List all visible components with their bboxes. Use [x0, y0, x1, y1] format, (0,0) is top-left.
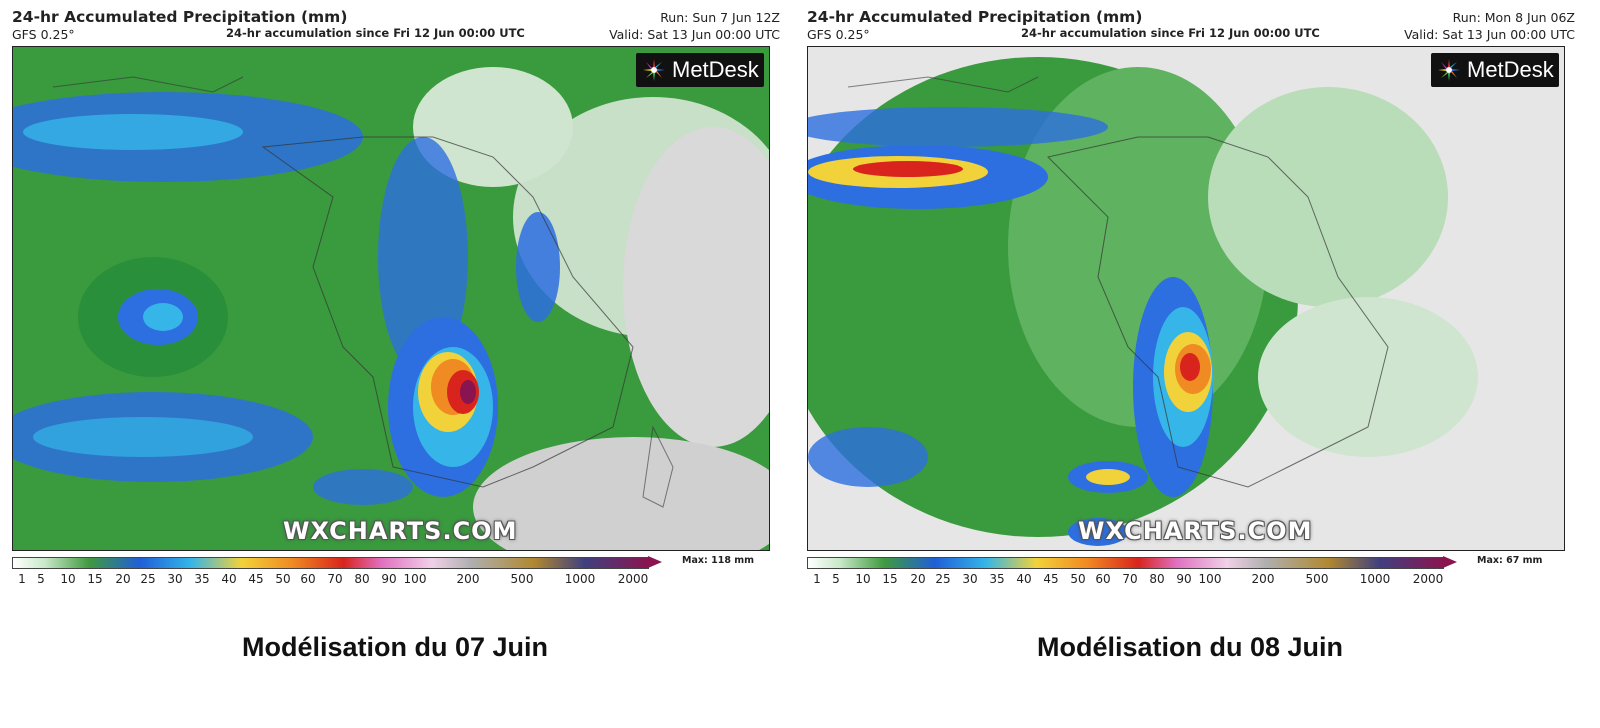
colorbar-tick-label: 1000	[564, 572, 596, 586]
colorbar-tick-label: 20	[910, 572, 926, 586]
accumulation-label: 24-hr accumulation since Fri 12 Jun 00:0…	[1021, 26, 1320, 40]
valid-label: Valid: Sat 13 Jun 00:00 UTC	[1404, 27, 1575, 42]
colorbar-tick-label: 45	[248, 572, 264, 586]
colorbar-tick-label: 40	[1016, 572, 1032, 586]
model-label: GFS 0.25°	[12, 27, 75, 42]
colorbar-tick-label: 100	[1198, 572, 1222, 586]
colorbar-tick-label: 5	[37, 572, 45, 586]
colorbar-tick-label: 100	[403, 572, 427, 586]
colorbar-tick-label: 10	[855, 572, 871, 586]
watermark: WXCHARTS.COM	[283, 517, 518, 545]
precipitation-field	[13, 47, 769, 550]
run-label: Run: Sun 7 Jun 12Z	[660, 10, 780, 25]
chart-title: 24-hr Accumulated Precipitation (mm)	[807, 8, 1143, 26]
colorbar-tick-label: 500	[510, 572, 534, 586]
caption: Modélisation du 08 Juin	[1036, 632, 1344, 662]
metdesk-logo-icon	[643, 59, 665, 81]
colorbar-tick-label: 15	[882, 572, 898, 586]
colorbar-tick-label: 25	[935, 572, 951, 586]
colorbar-tick-label: 30	[962, 572, 978, 586]
colorbar-tick-label: 2000	[617, 572, 649, 586]
watermark: WXCHARTS.COM	[1078, 517, 1313, 545]
colorbar-tick-label: 30	[167, 572, 183, 586]
caption: Modélisation du 07 Juin	[241, 632, 549, 662]
colorbar-tick-label: 50	[275, 572, 291, 586]
colorbar-arrow	[1443, 556, 1457, 568]
colorbar-tick-label: 60	[1095, 572, 1111, 586]
colorbar-tick-label: 25	[140, 572, 156, 586]
colorbar	[12, 557, 649, 569]
valid-label: Valid: Sat 13 Jun 00:00 UTC	[609, 27, 780, 42]
precipitation-map[interactable]: MetDesk WXCHARTS.COM	[807, 46, 1565, 551]
colorbar-tick-label: 80	[1149, 572, 1165, 586]
colorbar	[807, 557, 1444, 569]
metdesk-logo: MetDesk	[636, 53, 764, 87]
colorbar-tick-label: 1	[813, 572, 821, 586]
colorbar-tick-label: 90	[381, 572, 397, 586]
colorbar-tick-label: 35	[989, 572, 1005, 586]
colorbar-tick-label: 1	[18, 572, 26, 586]
colorbar-tick-label: 200	[456, 572, 480, 586]
colorbar-tick-label: 70	[1122, 572, 1138, 586]
colorbar-tick-label: 5	[832, 572, 840, 586]
precipitation-field	[808, 47, 1564, 550]
metdesk-logo-icon	[1438, 59, 1460, 81]
colorbar-tick-label: 10	[60, 572, 76, 586]
colorbar-tick-label: 35	[194, 572, 210, 586]
colorbar-tick-label: 15	[87, 572, 103, 586]
max-label: Max: 67 mm	[1477, 555, 1543, 566]
metdesk-logo: MetDesk	[1431, 53, 1559, 87]
colorbar-tick-label: 500	[1305, 572, 1329, 586]
colorbar-tick-label: 90	[1176, 572, 1192, 586]
accumulation-label: 24-hr accumulation since Fri 12 Jun 00:0…	[226, 26, 525, 40]
run-label: Run: Mon 8 Jun 06Z	[1452, 10, 1575, 25]
model-label: GFS 0.25°	[807, 27, 870, 42]
colorbar-tick-label: 60	[300, 572, 316, 586]
precipitation-map[interactable]: MetDesk WXCHARTS.COM	[12, 46, 770, 551]
panel-07-jun: 24-hr Accumulated Precipitation (mm) GFS…	[0, 0, 790, 728]
colorbar-tick-label: 1000	[1359, 572, 1391, 586]
colorbar-arrow	[648, 556, 662, 568]
colorbar-tick-label: 200	[1251, 572, 1275, 586]
colorbar-tick-label: 70	[327, 572, 343, 586]
panel-08-jun: 24-hr Accumulated Precipitation (mm) GFS…	[795, 0, 1585, 728]
colorbar-tick-label: 50	[1070, 572, 1086, 586]
max-label: Max: 118 mm	[682, 555, 755, 566]
colorbar-tick-label: 45	[1043, 572, 1059, 586]
colorbar-tick-label: 80	[354, 572, 370, 586]
chart-title: 24-hr Accumulated Precipitation (mm)	[12, 8, 348, 26]
colorbar-tick-label: 20	[115, 572, 131, 586]
metdesk-logo-text: MetDesk	[672, 57, 759, 82]
colorbar-tick-label: 40	[221, 572, 237, 586]
colorbar-tick-label: 2000	[1412, 572, 1444, 586]
metdesk-logo-text: MetDesk	[1467, 57, 1554, 82]
